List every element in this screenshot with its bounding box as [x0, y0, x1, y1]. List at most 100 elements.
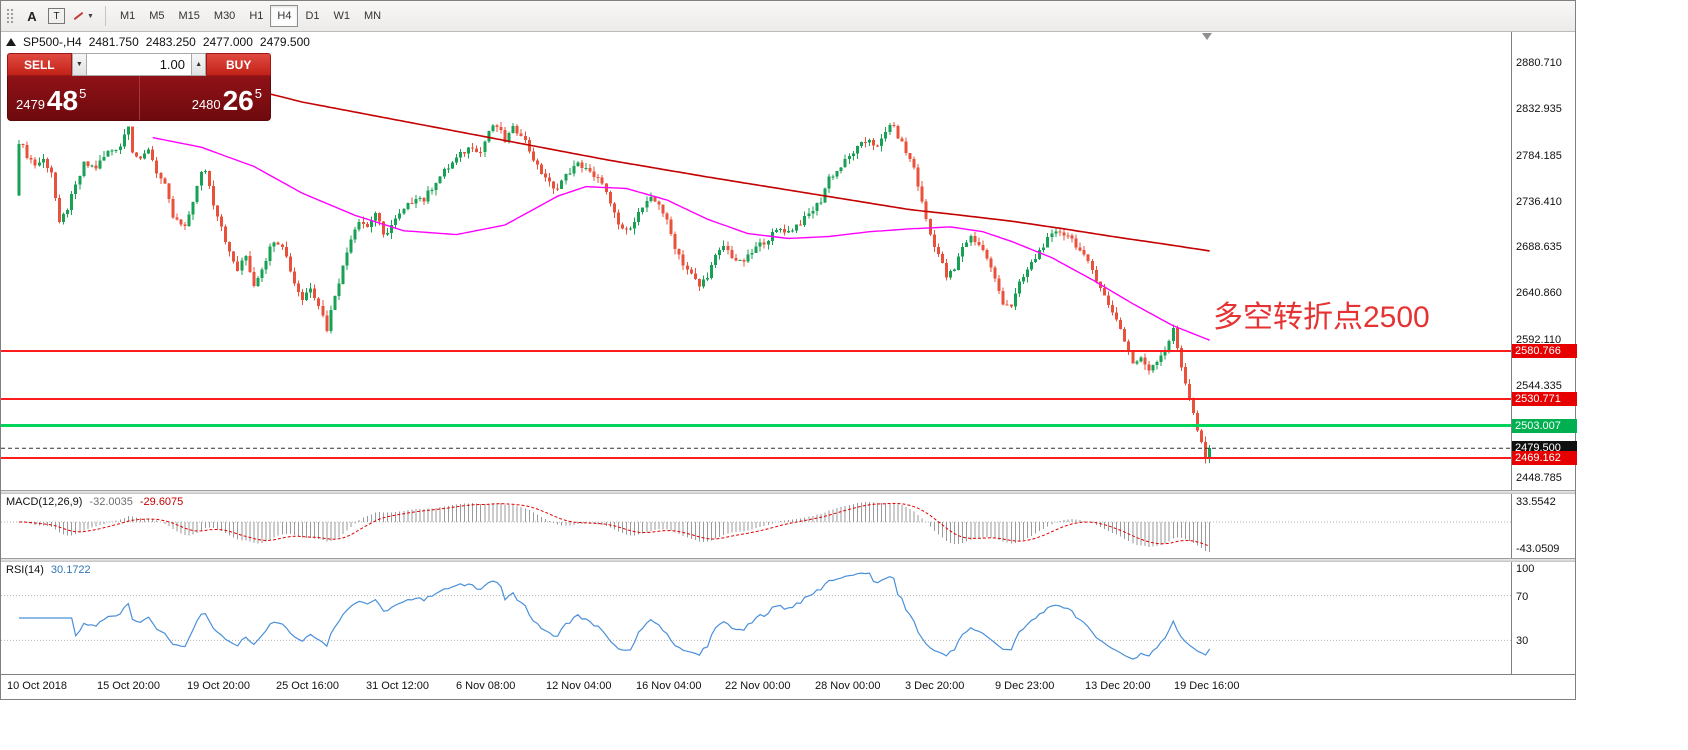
- time-axis-label: 13 Dec 20:00: [1085, 680, 1151, 692]
- rsi-axis-label: 30: [1516, 635, 1529, 647]
- price-axis-tick: 2592.110: [1516, 334, 1562, 346]
- one-click-collapse-icon[interactable]: [6, 38, 16, 46]
- rsi-line: [19, 572, 1211, 660]
- chevron-down-icon: ▼: [87, 12, 94, 20]
- time-axis-label: 19 Dec 16:00: [1174, 680, 1240, 692]
- draw-style-tool-icon[interactable]: ▼: [69, 5, 98, 27]
- macd-signal-line: [19, 502, 1210, 547]
- sell-button[interactable]: SELL: [7, 53, 72, 76]
- rsi-axis-label: 70: [1516, 591, 1529, 603]
- time-axis-label: 19 Oct 20:00: [187, 680, 250, 692]
- candles: [17, 122, 1212, 464]
- timeframe-button-m5[interactable]: M5: [142, 5, 171, 27]
- macd-histogram: [22, 501, 1211, 552]
- chart-annotation-text[interactable]: 多空转折点2500: [1213, 301, 1430, 334]
- price-chart-plot[interactable]: SP500-,H4 2481.750 2483.250 2477.000 247…: [1, 32, 1511, 490]
- rsi-chart[interactable]: [1, 562, 1511, 674]
- lot-increase-button[interactable]: ▲: [191, 53, 207, 76]
- macd-signal-value: -29.6075: [139, 496, 184, 508]
- time-axis[interactable]: 10 Oct 2018 15 Oct 20:00 19 Oct 20:00 25 Oc…: [1, 674, 1575, 699]
- macd-row: MACD(12,26,9) -32.0035 -29.6075 33.5542 …: [1, 494, 1575, 558]
- symbol-period: SP500-,H4: [23, 35, 82, 49]
- price-axis-tag: 2530.771: [1512, 392, 1577, 406]
- timeframe-button-h4[interactable]: H4: [270, 5, 299, 27]
- time-axis-label: 15 Oct 20:00: [97, 680, 160, 692]
- ohlc-open: 2481.750: [88, 35, 139, 49]
- panel-splitter[interactable]: [1, 490, 1575, 494]
- price-axis-tag: 2503.007: [1512, 419, 1577, 433]
- ask-pips: 26: [222, 85, 254, 116]
- text-box-tool-icon[interactable]: T: [44, 5, 69, 27]
- price-axis-tick: 2640.860: [1516, 287, 1562, 299]
- time-axis-label: 10 Oct 2018: [7, 680, 67, 692]
- diagonal-line-icon: [73, 11, 84, 21]
- macd-axis-min: -43.0509: [1516, 543, 1560, 555]
- text-label-tool-icon[interactable]: A: [20, 5, 44, 27]
- ohlc-low: 2477.000: [202, 35, 253, 49]
- buy-button[interactable]: BUY: [206, 53, 271, 76]
- macd-label: MACD(12,26,9) -32.0035 -29.6075: [6, 496, 183, 508]
- trading-platform-window: A T ▼ M1 M5 M15 M30 H1 H4 D1 W1 MN SP500-,H4 248…: [0, 0, 1577, 700]
- rsi-row: RSI(14) 30.1722 100 70 30: [1, 562, 1575, 674]
- lot-size-input[interactable]: [87, 53, 191, 76]
- textbox-glyph: T: [48, 8, 65, 24]
- rsi-axis-label: 100: [1516, 563, 1535, 575]
- macd-main-value: -32.0035: [89, 496, 133, 508]
- timeframe-button-m1[interactable]: M1: [113, 5, 142, 27]
- timeframe-button-w1[interactable]: W1: [327, 5, 358, 27]
- bid-pips: 48: [46, 85, 79, 116]
- price-axis-tag: 2580.766: [1512, 344, 1577, 358]
- rsi-value: 30.1722: [50, 564, 91, 576]
- time-axis-label: 6 Nov 08:00: [456, 680, 516, 692]
- ma-red-line: [233, 84, 1210, 252]
- time-axis-label: 9 Dec 23:00: [995, 680, 1055, 692]
- timeframe-button-d1[interactable]: D1: [298, 5, 326, 27]
- time-axis-label: 12 Nov 04:00: [546, 680, 612, 692]
- macd-axis: 33.5542 -43.0509: [1511, 494, 1574, 558]
- price-axis-tick: 2688.635: [1516, 241, 1562, 253]
- panel-splitter[interactable]: [1, 558, 1575, 562]
- bid-main: 2479: [16, 97, 45, 112]
- price-axis-tag: 2469.162: [1512, 451, 1577, 465]
- toolbar-grip-icon[interactable]: [6, 8, 15, 24]
- rsi-label: RSI(14) 30.1722: [6, 564, 91, 576]
- chart-shift-marker-icon[interactable]: [1202, 33, 1212, 40]
- ask-quote[interactable]: 2480 26 5: [138, 76, 271, 120]
- price-axis-tick: 2880.710: [1516, 57, 1562, 69]
- timeframe-button-m15[interactable]: M15: [172, 5, 207, 27]
- macd-name: MACD(12,26,9): [6, 496, 83, 508]
- candlestick-chart[interactable]: [1, 32, 1511, 490]
- price-axis[interactable]: 2880.710 2832.935 2784.185 2736.410 2688.635…: [1511, 32, 1577, 490]
- ask-pipette: 5: [254, 86, 262, 101]
- timeframe-group: M1 M5 M15 M30 H1 H4 D1 W1 MN: [113, 5, 388, 27]
- bid-quote[interactable]: 2479 48 5: [8, 76, 139, 120]
- ohlc-close: 2479.500: [259, 35, 310, 49]
- macd-axis-max: 33.5542: [1516, 496, 1556, 508]
- price-axis-tick: 2448.785: [1516, 472, 1562, 484]
- chart-ohlc-header: SP500-,H4 2481.750 2483.250 2477.000 247…: [6, 35, 310, 49]
- price-axis-tick: 2544.335: [1516, 380, 1562, 392]
- time-axis-label: 31 Oct 12:00: [366, 680, 429, 692]
- macd-chart[interactable]: [1, 494, 1511, 558]
- bid-pipette: 5: [79, 86, 87, 101]
- rsi-plot[interactable]: RSI(14) 30.1722: [1, 562, 1511, 674]
- time-axis-label: 22 Nov 00:00: [725, 680, 791, 692]
- timeframe-button-h1[interactable]: H1: [242, 5, 270, 27]
- one-click-trading-panel: SELL ▼ ▲ BUY 2479 48 5 2480 26 5: [7, 53, 271, 121]
- price-axis-tick: 2784.185: [1516, 150, 1562, 162]
- lot-decrease-button[interactable]: ▼: [71, 53, 87, 76]
- main-chart-row: SP500-,H4 2481.750 2483.250 2477.000 247…: [1, 32, 1577, 490]
- ask-main: 2480: [191, 97, 221, 112]
- ma-magenta-line: [152, 136, 1210, 341]
- time-axis-label: 28 Nov 00:00: [815, 680, 881, 692]
- time-axis-label: 3 Dec 20:00: [905, 680, 965, 692]
- macd-plot[interactable]: MACD(12,26,9) -32.0035 -29.6075: [1, 494, 1511, 558]
- timeframe-button-m30[interactable]: M30: [207, 5, 242, 27]
- rsi-axis: 100 70 30: [1511, 562, 1574, 674]
- rsi-name: RSI(14): [6, 564, 44, 576]
- price-axis-tick: 2736.410: [1516, 196, 1562, 208]
- toolbar: A T ▼ M1 M5 M15 M30 H1 H4 D1 W1 MN: [1, 1, 1575, 32]
- time-axis-label: 25 Oct 16:00: [276, 680, 339, 692]
- toolbar-separator: [104, 6, 106, 26]
- timeframe-button-mn[interactable]: MN: [357, 5, 388, 27]
